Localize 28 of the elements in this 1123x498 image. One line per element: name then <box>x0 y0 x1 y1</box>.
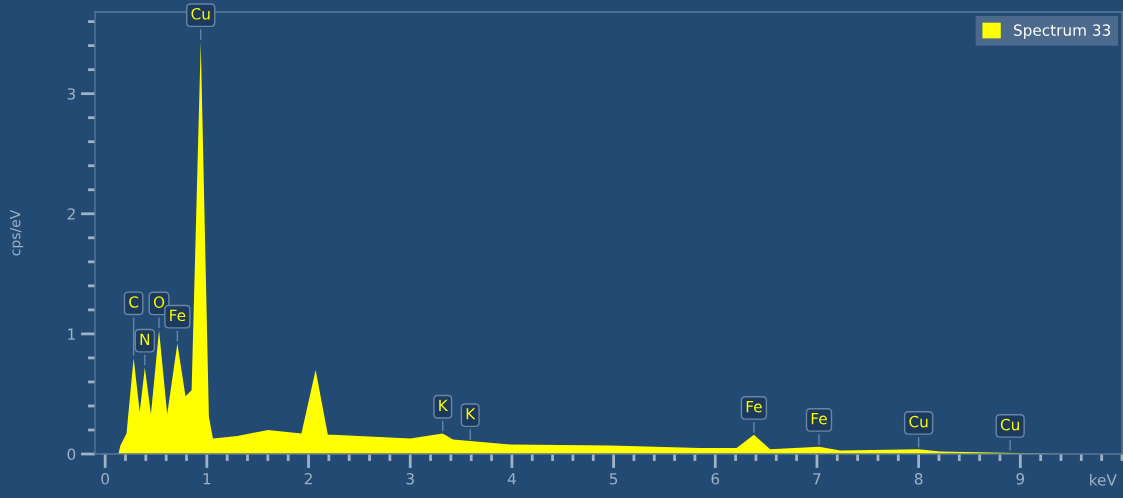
x-tick-label: 6 <box>711 473 720 485</box>
annotation: Fe <box>170 309 186 322</box>
legend-label: Spectrum 33 <box>1013 24 1111 39</box>
x-tick-label: 7 <box>813 473 821 485</box>
x-tick-label: 3 <box>406 473 414 485</box>
y-tick-label: 1 <box>68 328 75 340</box>
annotation: O <box>153 296 165 308</box>
annotation: C <box>129 296 139 308</box>
y-tick-label: 0 <box>67 448 76 461</box>
y-tick-label: 3 <box>67 88 76 100</box>
x-axis-title: keV <box>1090 473 1117 486</box>
x-tick-label: 5 <box>609 473 618 485</box>
x-tick-label: 1 <box>203 473 211 485</box>
y-tick-label: 2 <box>67 208 75 220</box>
annotation: Cu <box>909 415 928 428</box>
annotation: Cu <box>1000 418 1019 431</box>
x-tick-label: 8 <box>914 473 923 485</box>
x-tick-label: 2 <box>304 473 312 485</box>
y-axis-title: cps/eV <box>10 209 24 256</box>
annotation: Fe <box>811 413 827 425</box>
x-tick-label: 9 <box>1016 473 1025 485</box>
x-tick-label: 0 <box>101 473 110 485</box>
annotation: N <box>140 333 150 345</box>
annotation: K <box>466 408 476 420</box>
x-tick-label: 4 <box>507 473 516 485</box>
annotation: K <box>439 399 449 411</box>
annotation: Cu <box>191 8 210 20</box>
annotation: Fe <box>746 401 762 413</box>
